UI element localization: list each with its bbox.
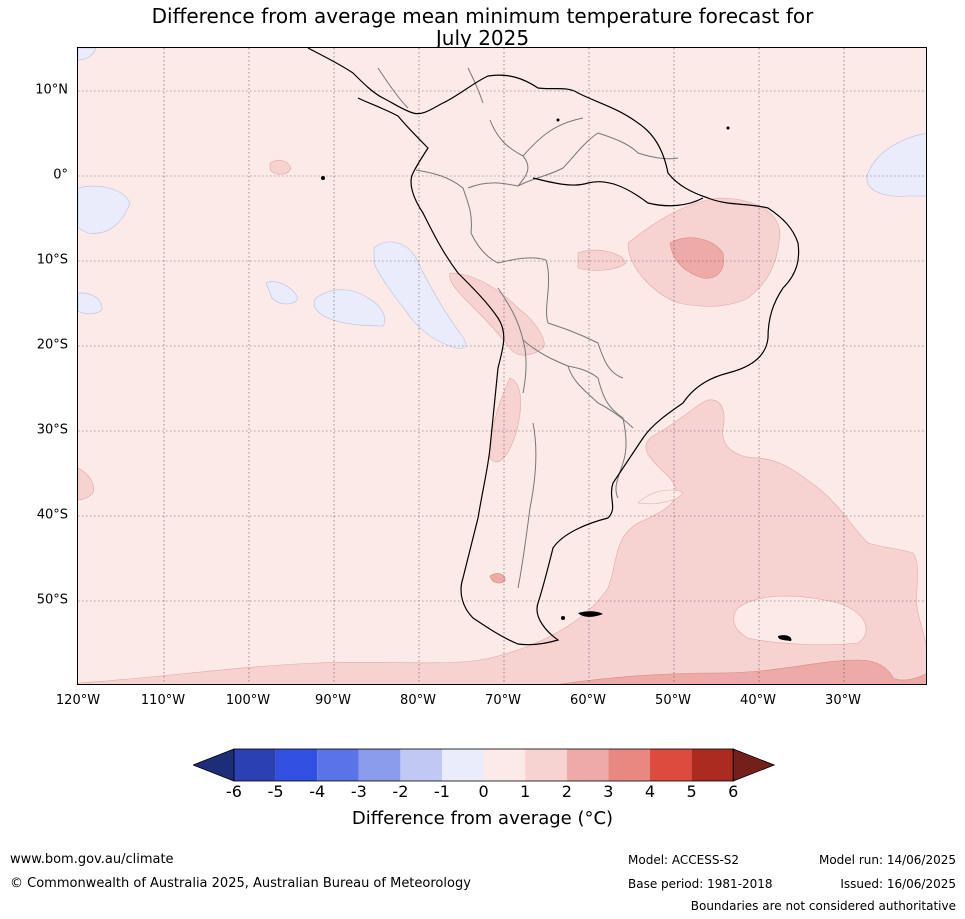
- anomaly-warm-central: [577, 249, 627, 271]
- colorbar-frame: [233, 748, 734, 782]
- anomaly-warm-small: [269, 159, 292, 175]
- anomaly-cool-pacific-2: [78, 292, 103, 315]
- anomaly-hot-small: [489, 573, 506, 584]
- footer-model-run: Model run: 14/06/2025: [818, 853, 956, 867]
- colorbar-tick-label: -6: [226, 782, 242, 801]
- lon-label: 30°W: [825, 693, 861, 708]
- colorbar-tick-label: -3: [350, 782, 367, 801]
- anomaly-cool-east-atlantic: [866, 133, 926, 197]
- colorbar-segment: [691, 749, 734, 781]
- colorbar-segment: [275, 749, 318, 781]
- lon-label: 70°W: [485, 693, 521, 708]
- colorbar-tick-label: 5: [686, 782, 697, 801]
- colorbar-segment: [358, 749, 401, 781]
- colorbar-segment: [608, 749, 650, 781]
- colorbar-segment: [525, 749, 567, 781]
- lon-label: 50°W: [655, 693, 691, 708]
- colorbar-arrow-low: [193, 748, 235, 782]
- colorbar-segment: [234, 749, 276, 781]
- anomaly-cool-pacific-3: [265, 281, 299, 305]
- colorbar-tick-label: 2: [561, 782, 572, 801]
- colorbar: [193, 748, 775, 782]
- colorbar-segment: [483, 749, 526, 781]
- anomaly-hot-south: [559, 659, 926, 684]
- footer-copyright: © Commonwealth of Australia 2025, Austra…: [10, 876, 471, 891]
- lon-label: 90°W: [315, 693, 351, 708]
- map-panel: [77, 47, 927, 685]
- colorbar-tick-label: 1: [520, 782, 531, 801]
- colorbar-segment: [650, 749, 692, 781]
- lon-label: 80°W: [400, 693, 436, 708]
- anomaly-cool-pacific-1: [78, 185, 131, 234]
- anomaly-neutral-southeast: [637, 489, 684, 505]
- lon-label: 40°W: [740, 693, 776, 708]
- islands-and-lakes: [321, 118, 792, 641]
- colorbar-segment: [317, 749, 359, 781]
- colorbar-tick-label: 3: [603, 782, 614, 801]
- lon-label: 120°W: [55, 693, 101, 708]
- colorbar-tick-label: -1: [434, 782, 450, 801]
- colorbar-tick-label: -2: [392, 782, 409, 801]
- anomaly-cool-peru-coast: [373, 241, 466, 349]
- lat-label: 10°S: [36, 252, 68, 268]
- map-title-line-1: Difference from average mean minimum tem…: [151, 4, 814, 28]
- anomaly-warm-south-atlantic: [78, 399, 926, 684]
- anomaly-warm-west-edge: [78, 467, 94, 501]
- colorbar-tick-label: -5: [267, 782, 284, 801]
- colorbar-tick-label: -4: [309, 782, 326, 801]
- anomaly-cool-pacific-4: [313, 289, 386, 327]
- colorbar-tick-label: 0: [478, 782, 489, 801]
- lon-label: 110°W: [140, 693, 186, 708]
- lon-label: 100°W: [225, 693, 271, 708]
- anomaly-hot-brazil: [669, 237, 724, 279]
- map-svg: [78, 48, 926, 684]
- footer-base-period: Base period: 1981-2018: [628, 877, 773, 891]
- colorbar-tick-label: 4: [644, 782, 656, 801]
- lat-label: 10°N: [35, 82, 68, 98]
- colorbar-tick-label: 6: [728, 782, 739, 801]
- colorbar-arrow-high: [732, 748, 775, 782]
- anomaly-cool-north-pacific: [78, 48, 97, 61]
- lat-label: 30°S: [36, 422, 68, 438]
- footer-disclaimer: Boundaries are not considered authoritat…: [690, 899, 956, 913]
- colorbar-segment: [442, 749, 484, 781]
- lat-label: 50°S: [36, 592, 68, 608]
- footer-website: www.bom.gov.au/climate: [10, 852, 174, 867]
- lat-label: 20°S: [36, 337, 68, 353]
- map-title-line-2: July 2025: [435, 26, 530, 50]
- colorbar-segment: [400, 749, 442, 781]
- colorbar-segment: [566, 749, 609, 781]
- anomaly-neutral-south-atlantic: [733, 595, 867, 645]
- lat-label: 40°S: [36, 507, 68, 523]
- country-borders: [377, 67, 679, 589]
- colorbar-label: Difference from average (°C): [351, 808, 614, 829]
- anomaly-warm-argentina: [489, 377, 521, 463]
- coastline: [307, 48, 800, 646]
- footer-issued: Issued: 16/06/2025: [840, 877, 956, 891]
- lon-label: 60°W: [570, 693, 606, 708]
- graticule: [78, 48, 926, 684]
- footer-model: Model: ACCESS-S2: [628, 853, 740, 867]
- lat-label: 0°: [53, 167, 68, 183]
